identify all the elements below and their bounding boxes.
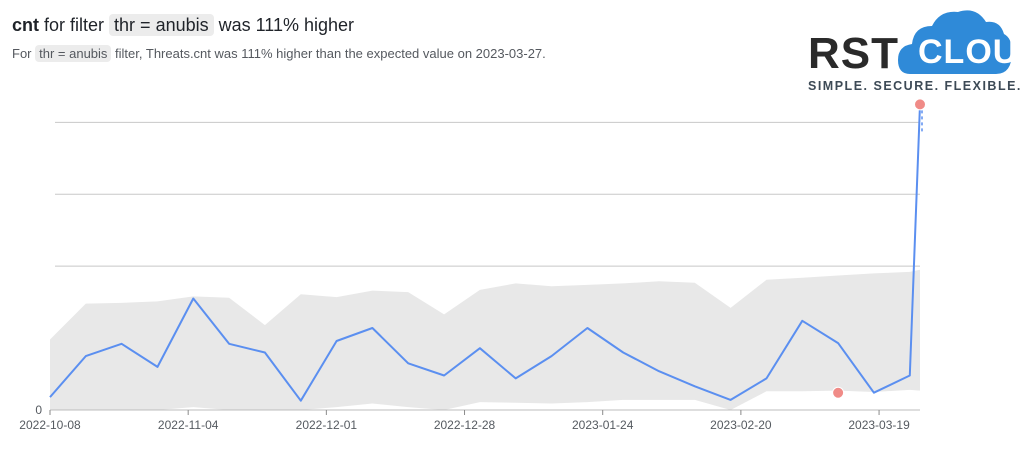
x-tick-label: 2022-11-04 <box>158 418 219 432</box>
x-tick-label: 2023-01-24 <box>572 418 634 432</box>
series-line-path <box>49 104 921 402</box>
x-tick-label: 2023-03-19 <box>848 418 910 432</box>
logo-tagline: SIMPLE. SECURE. FLEXIBLE. <box>808 79 1022 93</box>
expected-band <box>50 269 920 410</box>
title-pre: for filter <box>44 15 105 35</box>
subtitle-post: filter, Threats.cnt was 111% higher than… <box>115 46 546 61</box>
expected-band-area <box>50 269 920 410</box>
logo-word: RST <box>808 29 899 78</box>
axes: 2022-10-08 2022-11-04 2022-12-01 2022-12-28… <box>19 403 920 432</box>
chart-subtitle: For thr = anubis filter, Threats.cnt was… <box>12 45 546 62</box>
subtitle-filter-pill: thr = anubis <box>35 45 112 62</box>
title-metric: cnt <box>12 15 39 35</box>
x-tick-label: 2022-10-08 <box>19 418 81 432</box>
x-tick-label: 2023-02-20 <box>710 418 772 432</box>
series-line <box>49 104 923 402</box>
title-filter-pill: thr = anubis <box>109 14 214 36</box>
anomaly-markers <box>832 98 926 399</box>
y-tick-label: 0 <box>35 403 42 417</box>
chart-title: cnt for filter thr = anubis was 111% hig… <box>12 14 354 36</box>
rst-cloud-logo: RST CLOUD SIMPLE. SECURE. FLEXIBLE. <box>800 2 1024 94</box>
x-tick-label: 2022-12-01 <box>296 418 358 432</box>
cloud-icon <box>898 10 1012 74</box>
subtitle-pre: For <box>12 46 32 61</box>
logo-cloud-word: CLOUD <box>918 33 1024 71</box>
title-post: was 111% higher <box>218 15 355 35</box>
x-tick-label: 2022-12-28 <box>434 418 496 432</box>
anomaly-point <box>914 98 926 111</box>
anomaly-point <box>832 386 845 399</box>
